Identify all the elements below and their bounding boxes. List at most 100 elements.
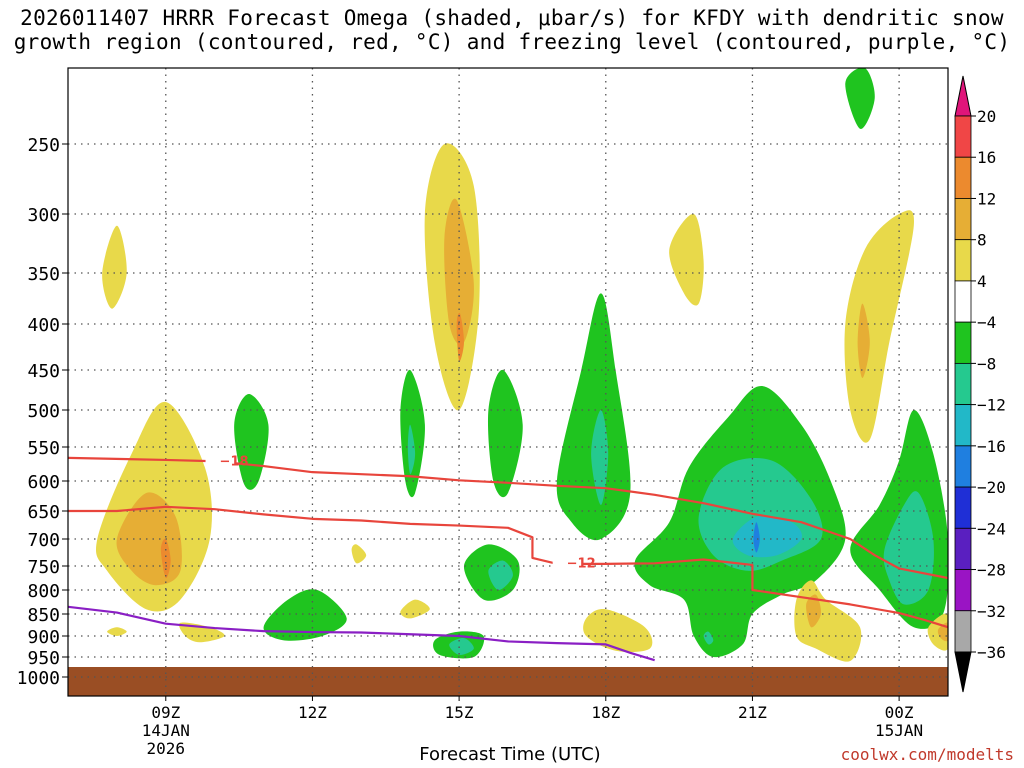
colorbar-top-arrow bbox=[954, 75, 972, 117]
ground-layer bbox=[68, 667, 948, 696]
y-tick-label-450: 450 bbox=[27, 361, 60, 382]
colorbar-band bbox=[954, 198, 972, 241]
omega-region-orange-22z-low bbox=[806, 594, 822, 628]
y-axis: 2503003504004505005506006507007508008509… bbox=[17, 135, 68, 689]
colorbar-band bbox=[954, 569, 972, 612]
y-tick-label-950: 950 bbox=[27, 648, 60, 669]
y-tick-label-850: 850 bbox=[27, 605, 60, 626]
colorbar-label: −20 bbox=[977, 478, 1006, 497]
y-tick-label-350: 350 bbox=[27, 264, 60, 285]
colorbar-label: −16 bbox=[977, 437, 1006, 456]
omega-region-red-09z bbox=[160, 538, 171, 579]
y-tick-label-400: 400 bbox=[27, 315, 60, 336]
colorbar-band bbox=[954, 445, 972, 488]
omega-region-green-12z-low bbox=[263, 589, 347, 641]
colorbar-band bbox=[954, 156, 972, 199]
y-tick-label-300: 300 bbox=[27, 205, 60, 226]
contour-label-dgz-minus-12: −12 bbox=[567, 556, 596, 571]
colorbar-label: 12 bbox=[977, 189, 996, 208]
colorbar-label: 16 bbox=[977, 148, 996, 167]
colorbar-label: −32 bbox=[977, 602, 1006, 621]
y-tick-label-500: 500 bbox=[27, 401, 60, 422]
x-tick-label-12Z: 12Z bbox=[298, 703, 327, 722]
omega-shading bbox=[95, 68, 948, 662]
x-tick-label-18Z: 18Z bbox=[591, 703, 620, 722]
colorbar-band bbox=[954, 527, 972, 570]
y-tick-label-750: 750 bbox=[27, 557, 60, 578]
x-tick-label-21Z: 21Z bbox=[738, 703, 767, 722]
omega-region-green-11z bbox=[234, 394, 269, 490]
gridlines bbox=[68, 68, 948, 696]
y-tick-label-700: 700 bbox=[27, 530, 60, 551]
y-tick-label-650: 650 bbox=[27, 502, 60, 523]
chart-title: 2026011407 HRRR Forecast Omega (shaded, … bbox=[0, 6, 1024, 54]
omega-region-yellow-09z-low bbox=[107, 627, 127, 636]
colorbar-label: −28 bbox=[977, 561, 1006, 580]
plot-frame bbox=[67, 67, 949, 697]
omega-region-yellow-19z bbox=[669, 213, 704, 306]
omega-region-yellow-10z-low bbox=[179, 622, 225, 643]
y-tick-label-900: 900 bbox=[27, 627, 60, 648]
contour-label-bg bbox=[205, 453, 236, 468]
colorbar-label: −4 bbox=[977, 313, 996, 332]
x-axis-title: Forecast Time (UTC) bbox=[419, 744, 601, 765]
colorbar: 20 16 12 8 4 −4 −8 −12 −16 −20 −24 −28 −32 −36 bbox=[954, 75, 1006, 693]
contour-freezing-level-0 bbox=[68, 605, 655, 662]
colorbar-band bbox=[954, 321, 972, 364]
omega-region-green-14z bbox=[400, 369, 425, 498]
x-tick-label-15Z: 15Z bbox=[445, 703, 474, 722]
colorbar-label: 20 bbox=[977, 107, 996, 126]
plot-border bbox=[67, 67, 949, 697]
omega-region-yellow-22z-low bbox=[794, 580, 862, 662]
omega-region-cyan-21z bbox=[732, 515, 802, 558]
omega-region-green-23z-top bbox=[845, 68, 875, 129]
colorbar-label: −12 bbox=[977, 396, 1006, 415]
omega-region-orange-23z bbox=[857, 303, 870, 378]
omega-region-teal-16z-low bbox=[488, 560, 513, 591]
colorbar-band bbox=[954, 486, 972, 529]
omega-region-green-16z bbox=[487, 369, 523, 498]
contour-label-bg bbox=[552, 555, 583, 570]
colorbar-band bbox=[954, 362, 972, 406]
colorbar-label: −24 bbox=[977, 519, 1006, 538]
contour-dgz-minus-12 bbox=[68, 505, 948, 629]
omega-region-green-18z bbox=[556, 293, 631, 541]
omega-region-yellow-23z bbox=[844, 210, 915, 443]
x-tick-sublabel: 14JAN bbox=[142, 721, 190, 740]
omega-region-teal-14z bbox=[407, 424, 416, 475]
x-tick-sublabel: 2026 bbox=[147, 739, 186, 758]
x-tick-label-00Z: 00Z bbox=[885, 703, 914, 722]
y-tick-label-800: 800 bbox=[27, 581, 60, 602]
colorbar-label: −8 bbox=[977, 354, 996, 373]
y-tick-label-550: 550 bbox=[27, 438, 60, 459]
site-credit: coolwx.com/modelts bbox=[840, 745, 1014, 764]
colorbar-band bbox=[954, 115, 972, 158]
y-tick-label-250: 250 bbox=[27, 135, 60, 156]
contour-lines: −18 −12 bbox=[68, 453, 948, 662]
omega-region-blue-21z bbox=[753, 522, 760, 553]
omega-region-orange-15z bbox=[444, 198, 474, 345]
chart-title-line-2: growth region (contoured, red, °C) and f… bbox=[13, 30, 1011, 54]
omega-region-yellow-18z-low bbox=[583, 608, 653, 652]
omega-region-yellow-14z-low bbox=[400, 599, 430, 619]
colorbar-band bbox=[954, 239, 972, 282]
chart-title-line-1: 2026011407 HRRR Forecast Omega (shaded, … bbox=[20, 6, 1004, 30]
x-tick-label-09Z: 09Z bbox=[151, 703, 180, 722]
contour-dgz-minus-18 bbox=[68, 456, 948, 580]
contour-label-dgz-minus-18: −18 bbox=[220, 454, 249, 469]
colorbar-band bbox=[954, 404, 972, 447]
y-tick-label-600: 600 bbox=[27, 472, 60, 493]
colorbar-band bbox=[954, 280, 972, 323]
colorbar-band bbox=[954, 610, 972, 653]
omega-region-teal-15z-bottom bbox=[449, 638, 474, 655]
omega-region-yellow-13z bbox=[351, 544, 367, 564]
omega-region-red-15z bbox=[456, 312, 465, 362]
omega-region-yellow-09z-upper bbox=[102, 225, 127, 309]
colorbar-label: 8 bbox=[977, 231, 987, 250]
colorbar-bottom-arrow bbox=[954, 651, 972, 693]
omega-region-teal-00z bbox=[883, 491, 934, 605]
colorbar-label: −36 bbox=[977, 643, 1006, 662]
colorbar-label: 4 bbox=[977, 272, 987, 291]
